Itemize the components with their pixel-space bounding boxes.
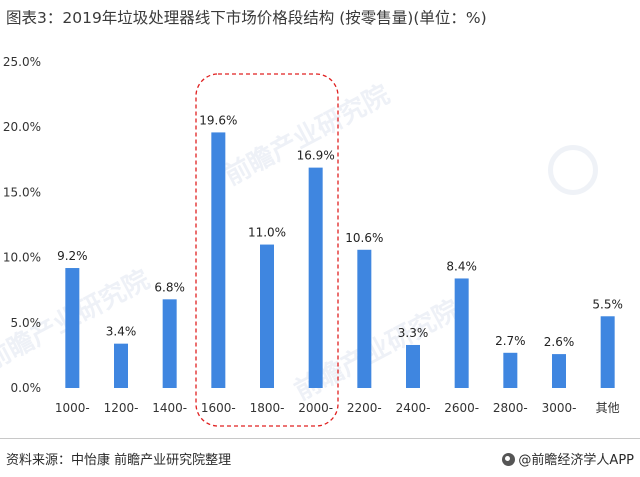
- data-label: 11.0%: [248, 226, 286, 240]
- source-note: 资料来源：中怡康 前瞻产业研究院整理: [6, 453, 232, 468]
- bar: [406, 344, 420, 388]
- bar: [114, 343, 128, 388]
- data-label: 6.8%: [154, 280, 185, 294]
- bar-chart: 0.0% 5.0% 10.0% 15.0% 20.0% 25.0% 9.2% 1000- 3.4…: [3, 55, 623, 427]
- highlight-box: [195, 73, 339, 427]
- x-tick-label: 1800-: [250, 401, 285, 415]
- bar: [454, 278, 469, 388]
- data-label: 5.5%: [592, 297, 623, 311]
- bar: [600, 316, 615, 388]
- y-tick-label: 15.0%: [3, 185, 41, 199]
- bar: [503, 352, 518, 388]
- x-tick-label: 2200-: [347, 401, 382, 415]
- bar: [552, 354, 566, 388]
- x-tick-label: 3000-: [542, 401, 577, 415]
- data-label: 3.4%: [106, 325, 137, 339]
- brand-text: @前瞻经济学人APP: [518, 453, 634, 468]
- y-tick-label: 20.0%: [3, 120, 41, 134]
- data-label: 2.6%: [544, 335, 575, 349]
- bar: [211, 132, 226, 388]
- footer: 资料来源：中怡康 前瞻产业研究院整理 @前瞻经济学人APP: [0, 438, 640, 477]
- x-tick-label: 2600-: [444, 401, 479, 415]
- bar: [308, 167, 323, 388]
- x-tick-label: 其他: [596, 401, 620, 415]
- x-tick-label: 1200-: [104, 401, 139, 415]
- data-label: 8.4%: [446, 259, 477, 273]
- x-tick-label: 2800-: [493, 401, 528, 415]
- data-label: 2.7%: [495, 334, 526, 348]
- bar: [260, 244, 274, 388]
- data-label: 10.6%: [345, 231, 383, 245]
- x-tick-label: 2000-: [298, 401, 333, 415]
- y-tick-label: 0.0%: [11, 381, 42, 395]
- x-tick-label: 1600-: [201, 401, 236, 415]
- data-label: 19.6%: [199, 113, 237, 127]
- chart-title: 图表3：2019年垃圾处理器线下市场价格段结构 (按零售量)(单位：%): [6, 9, 487, 27]
- data-label: 9.2%: [57, 249, 88, 263]
- x-tick-label: 1400-: [152, 401, 187, 415]
- bar: [162, 299, 177, 388]
- data-label: 16.9%: [297, 149, 335, 163]
- bar: [65, 268, 80, 388]
- y-tick-label: 25.0%: [3, 55, 41, 69]
- data-label: 3.3%: [398, 326, 429, 340]
- x-tick-label: 2400-: [396, 401, 431, 415]
- y-tick-label: 5.0%: [11, 316, 42, 330]
- y-tick-label: 10.0%: [3, 251, 41, 265]
- bar: [357, 249, 372, 388]
- x-tick-label: 1000-: [55, 401, 90, 415]
- brand-label: @前瞻经济学人APP: [502, 449, 634, 468]
- brand-logo-icon: [502, 453, 516, 466]
